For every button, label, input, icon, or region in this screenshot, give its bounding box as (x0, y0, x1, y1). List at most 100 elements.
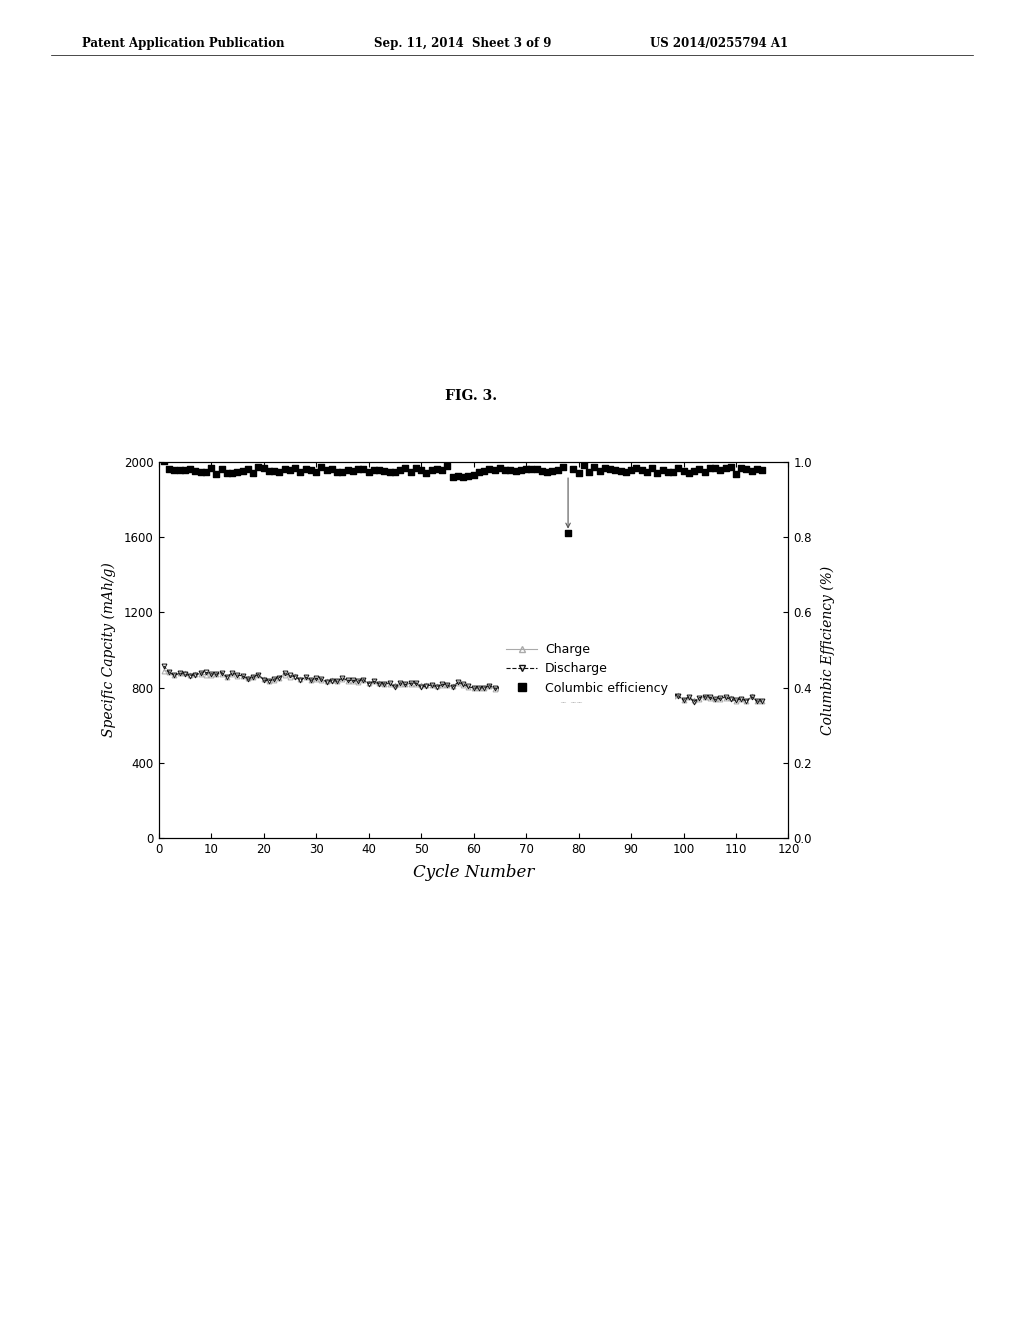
Point (187, 461, 204, 482)
Y-axis label: Specific Capcity (mAh/g): Specific Capcity (mAh/g) (101, 562, 116, 738)
Point (240, 458, 256, 479)
Point (177, 459, 194, 480)
Text: US 2014/0255794 A1: US 2014/0255794 A1 (650, 37, 788, 50)
Point (334, 461, 350, 482)
Text: Sep. 11, 2014  Sheet 3 of 9: Sep. 11, 2014 Sheet 3 of 9 (374, 37, 551, 50)
Point (633, 459, 650, 480)
Point (555, 457, 571, 478)
Point (534, 461, 550, 482)
Point (471, 461, 487, 482)
Point (497, 459, 513, 480)
Point (161, 458, 177, 479)
Point (492, 458, 508, 479)
Point (743, 461, 760, 482)
Point (523, 458, 540, 479)
Point (686, 461, 702, 482)
Point (340, 459, 356, 480)
Y-axis label: Columbic Efficiency (%): Columbic Efficiency (%) (820, 565, 835, 735)
Point (570, 463, 587, 484)
Point (738, 458, 755, 479)
Point (156, 450, 172, 471)
Point (665, 461, 681, 482)
Point (387, 461, 403, 482)
Point (360, 461, 377, 482)
Point (681, 462, 697, 483)
Point (586, 457, 602, 478)
Point (649, 462, 666, 483)
Point (213, 458, 229, 479)
Point (256, 458, 272, 479)
Point (276, 458, 293, 479)
Point (670, 458, 686, 479)
Point (318, 459, 335, 480)
Point (659, 462, 676, 483)
Point (565, 459, 582, 480)
Point (434, 459, 451, 480)
Point (508, 459, 524, 480)
Point (371, 459, 387, 480)
Point (460, 465, 476, 486)
Point (355, 459, 372, 480)
Point (287, 457, 303, 478)
Point (476, 461, 493, 482)
Point (292, 461, 308, 482)
Point (513, 459, 529, 480)
Point (486, 459, 503, 480)
Point (754, 459, 770, 480)
Point (481, 459, 498, 480)
Point (733, 458, 750, 479)
Point (597, 458, 613, 479)
Point (539, 461, 555, 482)
Point (282, 459, 298, 480)
Point (408, 458, 424, 479)
Point (628, 458, 644, 479)
Point (271, 462, 288, 483)
Point (424, 459, 440, 480)
Point (250, 457, 266, 478)
Point (350, 458, 367, 479)
Point (723, 457, 739, 478)
Point (707, 458, 723, 479)
Point (502, 459, 518, 480)
X-axis label: Cycle Number: Cycle Number (413, 865, 535, 882)
Point (691, 458, 708, 479)
Point (676, 461, 692, 482)
Point (208, 463, 224, 484)
Point (518, 458, 535, 479)
Point (528, 458, 545, 479)
Point (324, 458, 340, 479)
Point (455, 467, 471, 488)
Point (198, 461, 214, 482)
Point (308, 461, 325, 482)
Point (303, 459, 319, 480)
Text: Patent Application Publication: Patent Application Publication (82, 37, 285, 50)
Point (219, 462, 236, 483)
Point (261, 459, 278, 480)
Text: FIG. 3.: FIG. 3. (445, 388, 497, 403)
Point (749, 458, 765, 479)
Point (234, 461, 251, 482)
Point (592, 461, 608, 482)
Point (376, 461, 392, 482)
Point (439, 455, 456, 477)
Point (612, 461, 629, 482)
Point (313, 457, 330, 478)
Point (444, 466, 461, 487)
Point (392, 459, 409, 480)
Point (607, 459, 624, 480)
Point (166, 459, 182, 480)
Point (366, 459, 382, 480)
Point (193, 461, 209, 482)
Point (345, 461, 361, 482)
Point (617, 462, 634, 483)
Point (575, 454, 592, 475)
Point (602, 458, 618, 479)
Point (171, 459, 188, 480)
Point (224, 463, 241, 484)
Point (544, 461, 560, 482)
Point (696, 461, 713, 482)
Point (581, 462, 597, 483)
Point (397, 458, 414, 479)
Point (297, 458, 313, 479)
Point (381, 462, 397, 483)
